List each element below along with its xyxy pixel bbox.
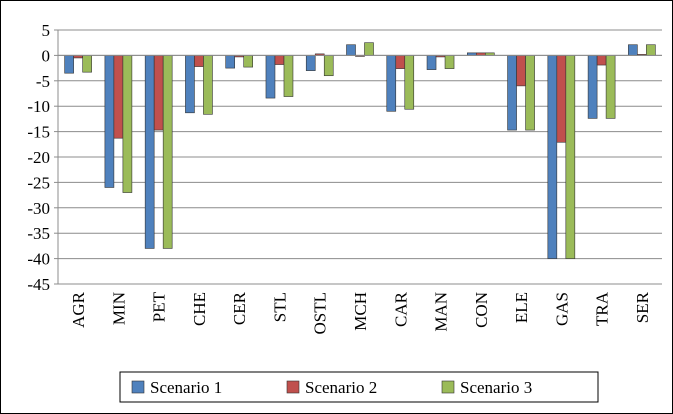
- x-tick-label: STL: [270, 292, 289, 322]
- bar: [144, 55, 155, 249]
- y-tick-label: -15: [27, 123, 50, 142]
- bar: [556, 55, 567, 143]
- x-tick-label: AGR: [69, 291, 88, 328]
- legend-box: [119, 371, 599, 403]
- bar: [305, 55, 316, 71]
- x-tick-label: PET: [150, 291, 169, 322]
- y-tick-label: -35: [27, 224, 50, 243]
- x-tick-label: CON: [472, 292, 491, 328]
- bar: [153, 55, 164, 131]
- bar: [525, 55, 535, 131]
- x-tick-label: CAR: [391, 291, 410, 327]
- x-tick-label: MIN: [109, 292, 128, 325]
- bar: [225, 55, 235, 69]
- bar: [587, 55, 598, 119]
- bar: [162, 55, 173, 249]
- bar: [386, 55, 397, 112]
- y-tick-label: -10: [27, 97, 50, 116]
- x-tick-label: CHE: [190, 292, 209, 326]
- bar: [283, 55, 294, 97]
- bar: [404, 55, 415, 110]
- bar: [395, 55, 406, 69]
- legend-swatch: [286, 380, 300, 394]
- x-tick-label: SER: [633, 291, 652, 323]
- bar: [194, 55, 204, 67]
- y-tick-label: -30: [27, 199, 50, 218]
- x-tick-label: ELE: [512, 292, 531, 323]
- bar: [364, 42, 374, 56]
- bar: [516, 55, 526, 87]
- bar: [323, 55, 334, 77]
- x-tick-label: OSTL: [311, 292, 330, 335]
- bar: [507, 55, 517, 131]
- y-tick-label: -25: [27, 173, 50, 192]
- bar: [185, 55, 195, 114]
- bar: [243, 55, 253, 68]
- x-tick-label: MCH: [351, 292, 370, 331]
- bar: [113, 55, 124, 139]
- bar: [646, 44, 656, 56]
- y-tick-label: -40: [27, 250, 50, 269]
- bar: [122, 55, 133, 193]
- bar: [565, 55, 576, 259]
- legend-swatch: [131, 380, 145, 394]
- bar: [547, 55, 558, 259]
- bar: [64, 55, 74, 74]
- y-tick-label: -20: [27, 148, 50, 167]
- bar: [444, 55, 455, 69]
- bar: [605, 55, 616, 119]
- legend-label: Scenario 3: [460, 378, 532, 397]
- bar: [265, 55, 276, 99]
- x-tick-label: TRA: [593, 291, 612, 326]
- y-tick-label: 0: [42, 46, 51, 65]
- bar: [628, 44, 638, 56]
- bar: [104, 55, 115, 188]
- legend-label: Scenario 2: [305, 378, 377, 397]
- y-tick-label: -45: [27, 275, 50, 294]
- bar: [203, 55, 213, 115]
- x-tick-label: MAN: [432, 292, 451, 332]
- y-tick-label: -5: [36, 72, 50, 91]
- legend-swatch: [441, 380, 455, 394]
- y-tick-label: 5: [42, 21, 51, 40]
- bar: [426, 55, 437, 70]
- bar: [596, 55, 607, 66]
- bar: [82, 55, 92, 73]
- bar: [346, 44, 356, 56]
- legend-label: Scenario 1: [150, 378, 222, 397]
- x-tick-label: CER: [230, 291, 249, 325]
- bar: [274, 55, 285, 65]
- x-tick-label: GAS: [552, 292, 571, 326]
